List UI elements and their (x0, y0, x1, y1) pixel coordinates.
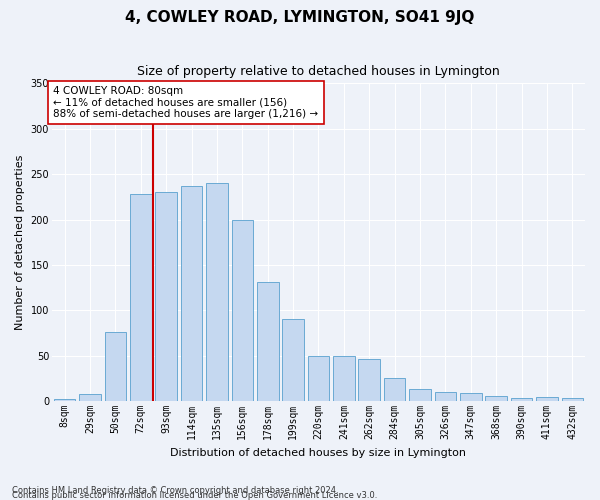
Bar (257, 282, 278, 401)
Text: 4 COWLEY ROAD: 80sqm
← 11% of detached houses are smaller (156)
88% of semi-deta: 4 COWLEY ROAD: 80sqm ← 11% of detached h… (53, 86, 319, 120)
Y-axis label: Number of detached properties: Number of detached properties (15, 154, 25, 330)
Bar (104, 332, 126, 401)
Bar (358, 360, 380, 401)
Text: Contains HM Land Registry data © Crown copyright and database right 2024.: Contains HM Land Registry data © Crown c… (12, 486, 338, 495)
Text: 4, COWLEY ROAD, LYMINGTON, SO41 9JQ: 4, COWLEY ROAD, LYMINGTON, SO41 9JQ (125, 10, 475, 25)
Bar (54, 400, 76, 401)
Bar (79, 394, 101, 401)
Bar (536, 396, 558, 401)
Bar (460, 393, 482, 401)
Bar (562, 398, 583, 401)
Bar (308, 356, 329, 401)
Bar (130, 194, 152, 401)
Bar (155, 192, 177, 401)
Bar (409, 390, 431, 401)
Bar (485, 396, 507, 401)
Bar (333, 356, 355, 401)
Bar (283, 318, 304, 401)
Title: Size of property relative to detached houses in Lymington: Size of property relative to detached ho… (137, 65, 500, 78)
Bar (206, 183, 228, 401)
Text: Contains public sector information licensed under the Open Government Licence v3: Contains public sector information licen… (12, 491, 377, 500)
Bar (384, 378, 406, 401)
Bar (434, 392, 456, 401)
Bar (232, 220, 253, 401)
X-axis label: Distribution of detached houses by size in Lymington: Distribution of detached houses by size … (170, 448, 466, 458)
Bar (511, 398, 532, 401)
Bar (181, 186, 202, 401)
